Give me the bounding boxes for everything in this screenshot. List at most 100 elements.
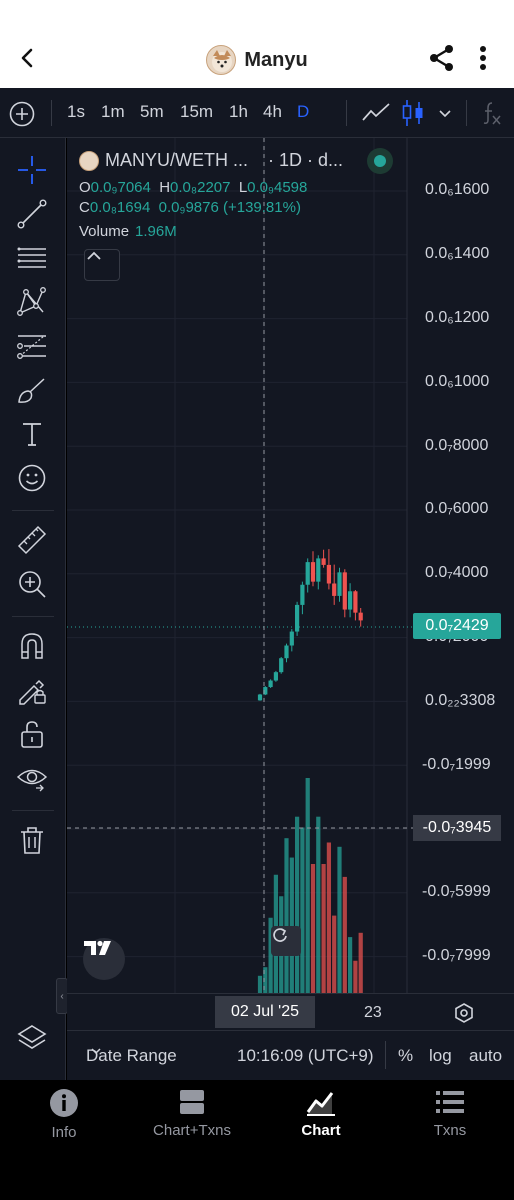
arrow-left-icon[interactable] (10, 40, 46, 76)
timeframe-1h[interactable]: 1h (229, 102, 248, 121)
chevron-down-icon[interactable] (436, 98, 454, 128)
layers-icon[interactable] (16, 1022, 48, 1054)
volume-value: 1.96M (135, 223, 177, 240)
token-logo (79, 150, 99, 171)
price-tick: 0.0₇4000 (425, 564, 489, 581)
nav-label: Chart+Txns (153, 1122, 231, 1139)
footer-divider (385, 1041, 386, 1069)
gear-icon[interactable] (453, 1002, 475, 1024)
date-range-dropdown[interactable]: Date Range (86, 1046, 177, 1066)
toolbar-divider (346, 100, 347, 126)
reset-chart-icon[interactable] (271, 926, 301, 956)
price-tick: -0.0₇1999 (422, 756, 491, 773)
volume-legend[interactable]: Volume 1.96M (79, 223, 177, 240)
percent-scale-toggle[interactable]: % (398, 1046, 414, 1065)
time-axis[interactable]: 02 Jul '25 23 (67, 993, 514, 1029)
nav-txns[interactable]: Txns (386, 1088, 514, 1148)
nav-info[interactable]: Info (0, 1088, 128, 1148)
price-tick: 0.0₆1000 (425, 373, 490, 390)
fib-icon[interactable] (16, 330, 48, 362)
trend-line-icon[interactable] (16, 198, 48, 230)
add-symbol-icon[interactable] (8, 100, 36, 128)
collapse-legend-button[interactable] (84, 249, 120, 281)
nav-chart-txns[interactable]: Chart+Txns (128, 1088, 256, 1148)
candle-body (279, 658, 284, 673)
volume-bar (310, 864, 316, 993)
eye-icon[interactable] (16, 762, 48, 794)
volume-bar (284, 838, 289, 993)
price-tick: 0.0₇8000 (425, 437, 489, 454)
candle-body (332, 583, 337, 596)
price-tick: 0.0₇6000 (425, 500, 489, 517)
candle-body (316, 558, 321, 582)
candle-body (358, 612, 363, 621)
symbol-name: MANYU/WETH ... (105, 150, 248, 170)
clock-timezone[interactable]: 10:16:09 (UTC+9) (237, 1046, 374, 1065)
pattern-icon[interactable] (16, 286, 48, 318)
chart-area[interactable]: MANYU/WETH ... · 1D · d... O0.0₉7064 H0.… (67, 138, 514, 1080)
volume-bar (295, 816, 300, 993)
candle-body (300, 584, 305, 605)
date-range-label: Date Range (86, 1046, 177, 1065)
brush-icon[interactable] (16, 374, 48, 406)
crosshair-price-badge: -0.0₇3945 (413, 815, 501, 841)
timeframe-5m[interactable]: 5m (140, 102, 164, 121)
open-label: O (79, 179, 91, 196)
crosshair-icon[interactable] (16, 154, 48, 186)
candle-body (348, 591, 353, 610)
low-value: 0.0₉4598 (247, 179, 308, 196)
chart-toolbar: 1s 1m 5m 15m 1h 4h D (0, 88, 514, 138)
timeframe-15m[interactable]: 15m (180, 102, 214, 121)
volume-bar (321, 864, 326, 993)
timeframe-1s[interactable]: 1s (67, 102, 85, 121)
volume-bar (358, 932, 363, 993)
list-icon (436, 1091, 464, 1113)
ohlc-legend: O0.0₉7064 H0.0₈2207 L0.0₉4598 C0.0₈1694 … (79, 178, 307, 218)
auto-scale-toggle[interactable]: auto (469, 1046, 503, 1065)
line-chart-type-icon[interactable] (360, 98, 392, 128)
market-status-badge (367, 148, 393, 174)
log-scale-toggle[interactable]: log (429, 1046, 452, 1065)
collapse-toolbar-handle[interactable]: ‹ (56, 978, 68, 1014)
more-vertical-icon[interactable] (470, 42, 496, 74)
token-logo (206, 45, 237, 75)
volume-bar (348, 937, 353, 993)
candle-body (305, 562, 310, 585)
tradingview-logo-icon[interactable] (83, 938, 125, 980)
volume-bar (268, 917, 273, 993)
indicators-fx-icon[interactable] (478, 98, 506, 128)
candle-body (342, 572, 347, 610)
volume-bar (316, 816, 321, 993)
candlestick-icon[interactable] (400, 98, 426, 128)
timeframe-4h[interactable]: 4h (263, 102, 282, 121)
ruler-icon[interactable] (16, 524, 48, 556)
candle-body (326, 564, 331, 584)
chart-footer: Date Range 10:16:09 (UTC+9) % log auto (67, 1030, 514, 1080)
open-value: 0.0₉7064 (90, 179, 151, 196)
emoji-icon[interactable] (16, 462, 48, 494)
text-icon[interactable] (16, 418, 48, 450)
nav-chart[interactable]: Chart (257, 1088, 385, 1148)
share-icon[interactable] (426, 42, 458, 74)
volume-bar (353, 960, 358, 993)
status-dot (374, 155, 386, 167)
symbol-legend[interactable]: MANYU/WETH ... · 1D · d... (79, 150, 343, 171)
candle-body (295, 604, 300, 632)
horizontal-lines-icon[interactable] (16, 242, 48, 274)
candle-body (273, 672, 278, 681)
app-header: Manyu (0, 0, 514, 88)
interval-label: · 1D · d... (268, 150, 344, 170)
timeframe-D[interactable]: D (297, 102, 310, 121)
zoom-in-icon[interactable] (16, 568, 48, 600)
magnet-icon[interactable] (16, 630, 48, 662)
lock-drawing-icon[interactable] (16, 674, 48, 706)
price-tick: 0.0₂₂3308 (425, 692, 496, 709)
volume-bar (342, 876, 347, 993)
trash-icon[interactable] (16, 824, 48, 856)
price-tick: 0.0₆1400 (425, 245, 490, 262)
candle-body (268, 680, 273, 688)
unlock-icon[interactable] (16, 718, 48, 750)
chart-canvas[interactable] (67, 138, 514, 993)
nav-label: Info (51, 1124, 77, 1141)
timeframe-1m[interactable]: 1m (101, 102, 125, 121)
